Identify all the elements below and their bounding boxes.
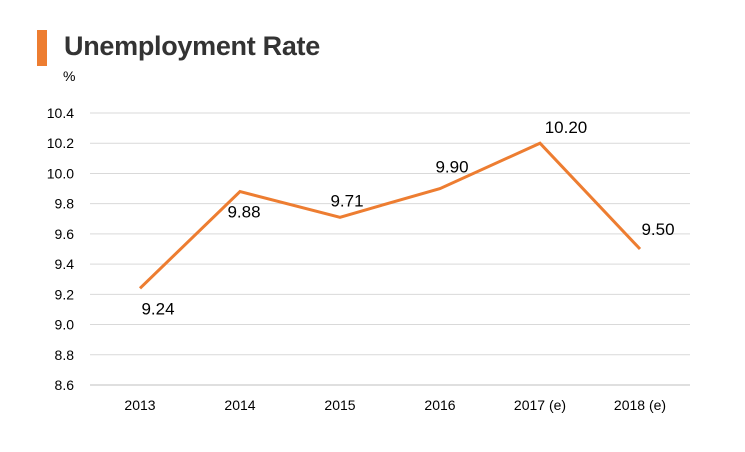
y-tick-label: 10.2 xyxy=(47,135,74,151)
x-tick-label: 2013 xyxy=(124,397,155,413)
x-tick-label: 2014 xyxy=(224,397,255,413)
y-tick-label: 9.4 xyxy=(55,256,75,272)
y-tick-label: 9.0 xyxy=(55,317,75,333)
data-label: 9.50 xyxy=(641,220,674,239)
gridlines xyxy=(90,112,690,386)
data-label: 10.20 xyxy=(545,118,588,137)
data-labels: 9.24 9.88 9.71 9.90 10.20 9.50 xyxy=(141,118,674,318)
x-tick-label: 2015 xyxy=(324,397,355,413)
y-tick-label: 10.0 xyxy=(47,165,74,181)
x-axis-ticks: 2013 2014 2015 2016 2017 (e) 2018 (e) xyxy=(124,397,666,413)
data-label: 9.88 xyxy=(227,203,260,222)
series-line-group xyxy=(138,141,642,290)
series-line xyxy=(138,141,642,290)
y-axis-ticks: 8.6 8.8 9.0 9.2 9.4 9.6 9.8 10.0 10.2 10.4 xyxy=(47,105,74,393)
y-tick-label: 9.2 xyxy=(55,286,75,302)
y-tick-label: 8.8 xyxy=(55,347,75,363)
y-tick-label: 9.6 xyxy=(55,226,75,242)
title-accent-bar xyxy=(37,30,47,66)
y-tick-label: 9.8 xyxy=(55,196,75,212)
x-tick-label: 2017 (e) xyxy=(514,397,566,413)
y-unit-label: % xyxy=(63,68,76,84)
data-label: 9.90 xyxy=(435,158,468,177)
x-tick-label: 2016 xyxy=(424,397,455,413)
data-label: 9.24 xyxy=(141,299,174,318)
y-tick-label: 8.6 xyxy=(55,377,75,393)
chart-title: Unemployment Rate xyxy=(64,31,320,61)
x-tick-label: 2018 (e) xyxy=(614,397,666,413)
y-tick-label: 10.4 xyxy=(47,105,74,121)
data-label: 9.71 xyxy=(330,191,363,210)
